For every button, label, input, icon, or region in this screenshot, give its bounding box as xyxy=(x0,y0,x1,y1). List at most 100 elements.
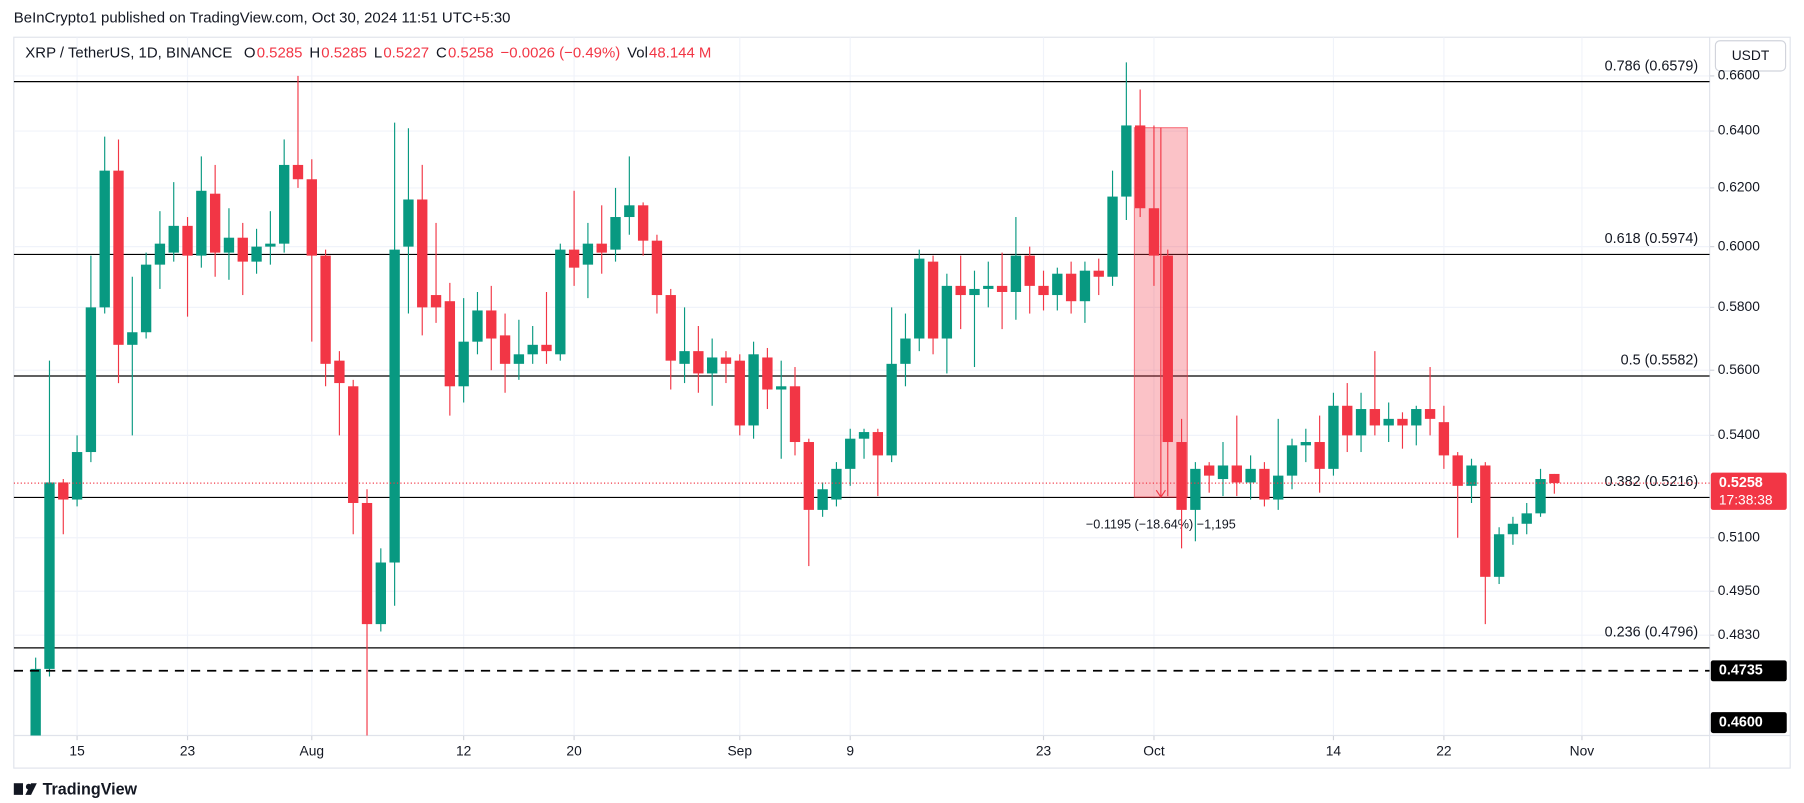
candle-body xyxy=(1507,523,1519,535)
candle-body xyxy=(1383,418,1394,426)
candle-body xyxy=(168,225,179,253)
candle-body xyxy=(1107,196,1118,277)
candle-body xyxy=(1300,442,1312,446)
plot-area: 0.786 (0.6579) 0.618 (0.5974) 0.5 (0.5582)… xyxy=(13,58,1710,736)
last-price-label: 0.5258 xyxy=(1719,475,1763,491)
currency-button-label[interactable]: USDT xyxy=(1732,47,1770,63)
legend-value: 0.5285 xyxy=(257,44,303,61)
candle-body xyxy=(1521,513,1532,524)
candle-body xyxy=(292,164,304,180)
candle-body xyxy=(610,217,621,250)
axes: 0.6600 0.6400 0.6200 0.6000 0.5800 0.5600 0.54… xyxy=(25,44,1787,759)
candle-body xyxy=(140,264,152,333)
candle-body xyxy=(803,442,814,510)
y-tick-label: 0.5800 xyxy=(1718,298,1760,314)
header: BeInCrypto1 published on TradingView.com… xyxy=(14,10,511,27)
candle-body xyxy=(624,205,635,218)
candle-body xyxy=(223,237,235,253)
candle-body xyxy=(582,243,594,265)
price-tag xyxy=(1710,660,1787,682)
logo-mark xyxy=(25,783,37,795)
candle-body xyxy=(1466,465,1477,486)
candle-body xyxy=(154,243,166,265)
candle-body xyxy=(320,255,331,364)
price-tag-label: 0.4600 xyxy=(1719,714,1763,730)
countdown-label: 17:38:38 xyxy=(1719,491,1773,507)
candle-body xyxy=(817,489,828,510)
candle-body xyxy=(1273,475,1284,500)
y-tick-label: 0.6400 xyxy=(1718,122,1760,138)
x-tick-label: 23 xyxy=(1036,742,1052,758)
price-tag xyxy=(1710,712,1787,734)
x-tick-label: 22 xyxy=(1436,742,1452,758)
candle-body xyxy=(1286,445,1298,476)
candle-body xyxy=(1204,465,1215,476)
candle-body xyxy=(71,452,83,500)
candle-body xyxy=(278,164,290,244)
fib-label: 0.236 (0.4796) xyxy=(1605,624,1698,640)
candle-body xyxy=(568,249,580,268)
candle-body xyxy=(1024,255,1035,286)
y-tick-label: 0.6000 xyxy=(1718,237,1760,253)
currency-button[interactable] xyxy=(1714,40,1787,72)
x-tick-label: 12 xyxy=(456,742,472,758)
candle-body xyxy=(900,338,911,364)
candle-body xyxy=(693,351,704,374)
candle-body xyxy=(1052,273,1063,296)
measure-arrow xyxy=(1155,127,1166,499)
measure-label: −0.1195 (−18.64%) −1,195 xyxy=(1086,516,1236,531)
candle-body xyxy=(1259,468,1270,500)
candle-body xyxy=(1411,409,1422,426)
candle-body xyxy=(403,199,414,247)
candle-body xyxy=(845,438,856,469)
candle-body xyxy=(1424,409,1436,419)
candle-body xyxy=(196,190,207,256)
candle-body xyxy=(182,225,193,256)
candle-body xyxy=(458,341,469,387)
candle-body xyxy=(361,502,373,625)
candle-body xyxy=(1010,255,1022,292)
candle-body xyxy=(886,363,897,456)
candle-body xyxy=(679,351,690,364)
candle-body xyxy=(527,344,538,355)
candle-body xyxy=(831,468,842,500)
x-tick-label: 20 xyxy=(566,742,582,758)
legend-key: L xyxy=(374,44,382,61)
candle-body xyxy=(1176,442,1187,510)
candle-body xyxy=(209,193,221,253)
candle-body xyxy=(651,240,663,296)
candle-body xyxy=(927,261,939,339)
candle-body xyxy=(789,386,801,443)
x-tick-label: Aug xyxy=(300,742,325,758)
candle-body xyxy=(127,332,138,345)
x-tick-label: 15 xyxy=(69,742,85,758)
legend-key: Vol xyxy=(627,44,648,61)
fib-label: 0.5 (0.5582) xyxy=(1621,353,1699,369)
candle-body xyxy=(430,295,442,308)
candle-body xyxy=(389,249,400,563)
candle-body xyxy=(1452,455,1463,486)
legend-value: 0.5227 xyxy=(383,44,429,61)
candle-body xyxy=(1480,465,1491,577)
candle-body xyxy=(265,243,276,247)
candle-body xyxy=(513,354,525,364)
legend-value: 48.144 M xyxy=(649,44,711,61)
y-tick-label: 0.5400 xyxy=(1718,426,1760,442)
footer-logo: TradingView xyxy=(13,780,137,799)
fib-label: 0.786 (0.6579) xyxy=(1605,58,1698,74)
candle-body xyxy=(858,432,870,439)
candle-body xyxy=(85,307,97,453)
candle-body xyxy=(941,285,953,339)
legend-symbol: XRP / TetherUS, 1D, BINANCE xyxy=(25,44,232,61)
candle-body xyxy=(1342,405,1353,436)
fib-label: 0.618 (0.5974) xyxy=(1605,231,1698,247)
candle-body xyxy=(44,482,55,669)
legend-value: 0.5285 xyxy=(321,44,367,61)
y-tick-label: 0.5100 xyxy=(1718,528,1760,544)
candle-body xyxy=(1162,255,1173,443)
x-tick-label: 23 xyxy=(180,742,196,758)
x-tick-label: 14 xyxy=(1326,742,1342,758)
candle-body xyxy=(417,199,428,308)
candle-body xyxy=(348,386,359,503)
candle-body xyxy=(334,360,345,384)
